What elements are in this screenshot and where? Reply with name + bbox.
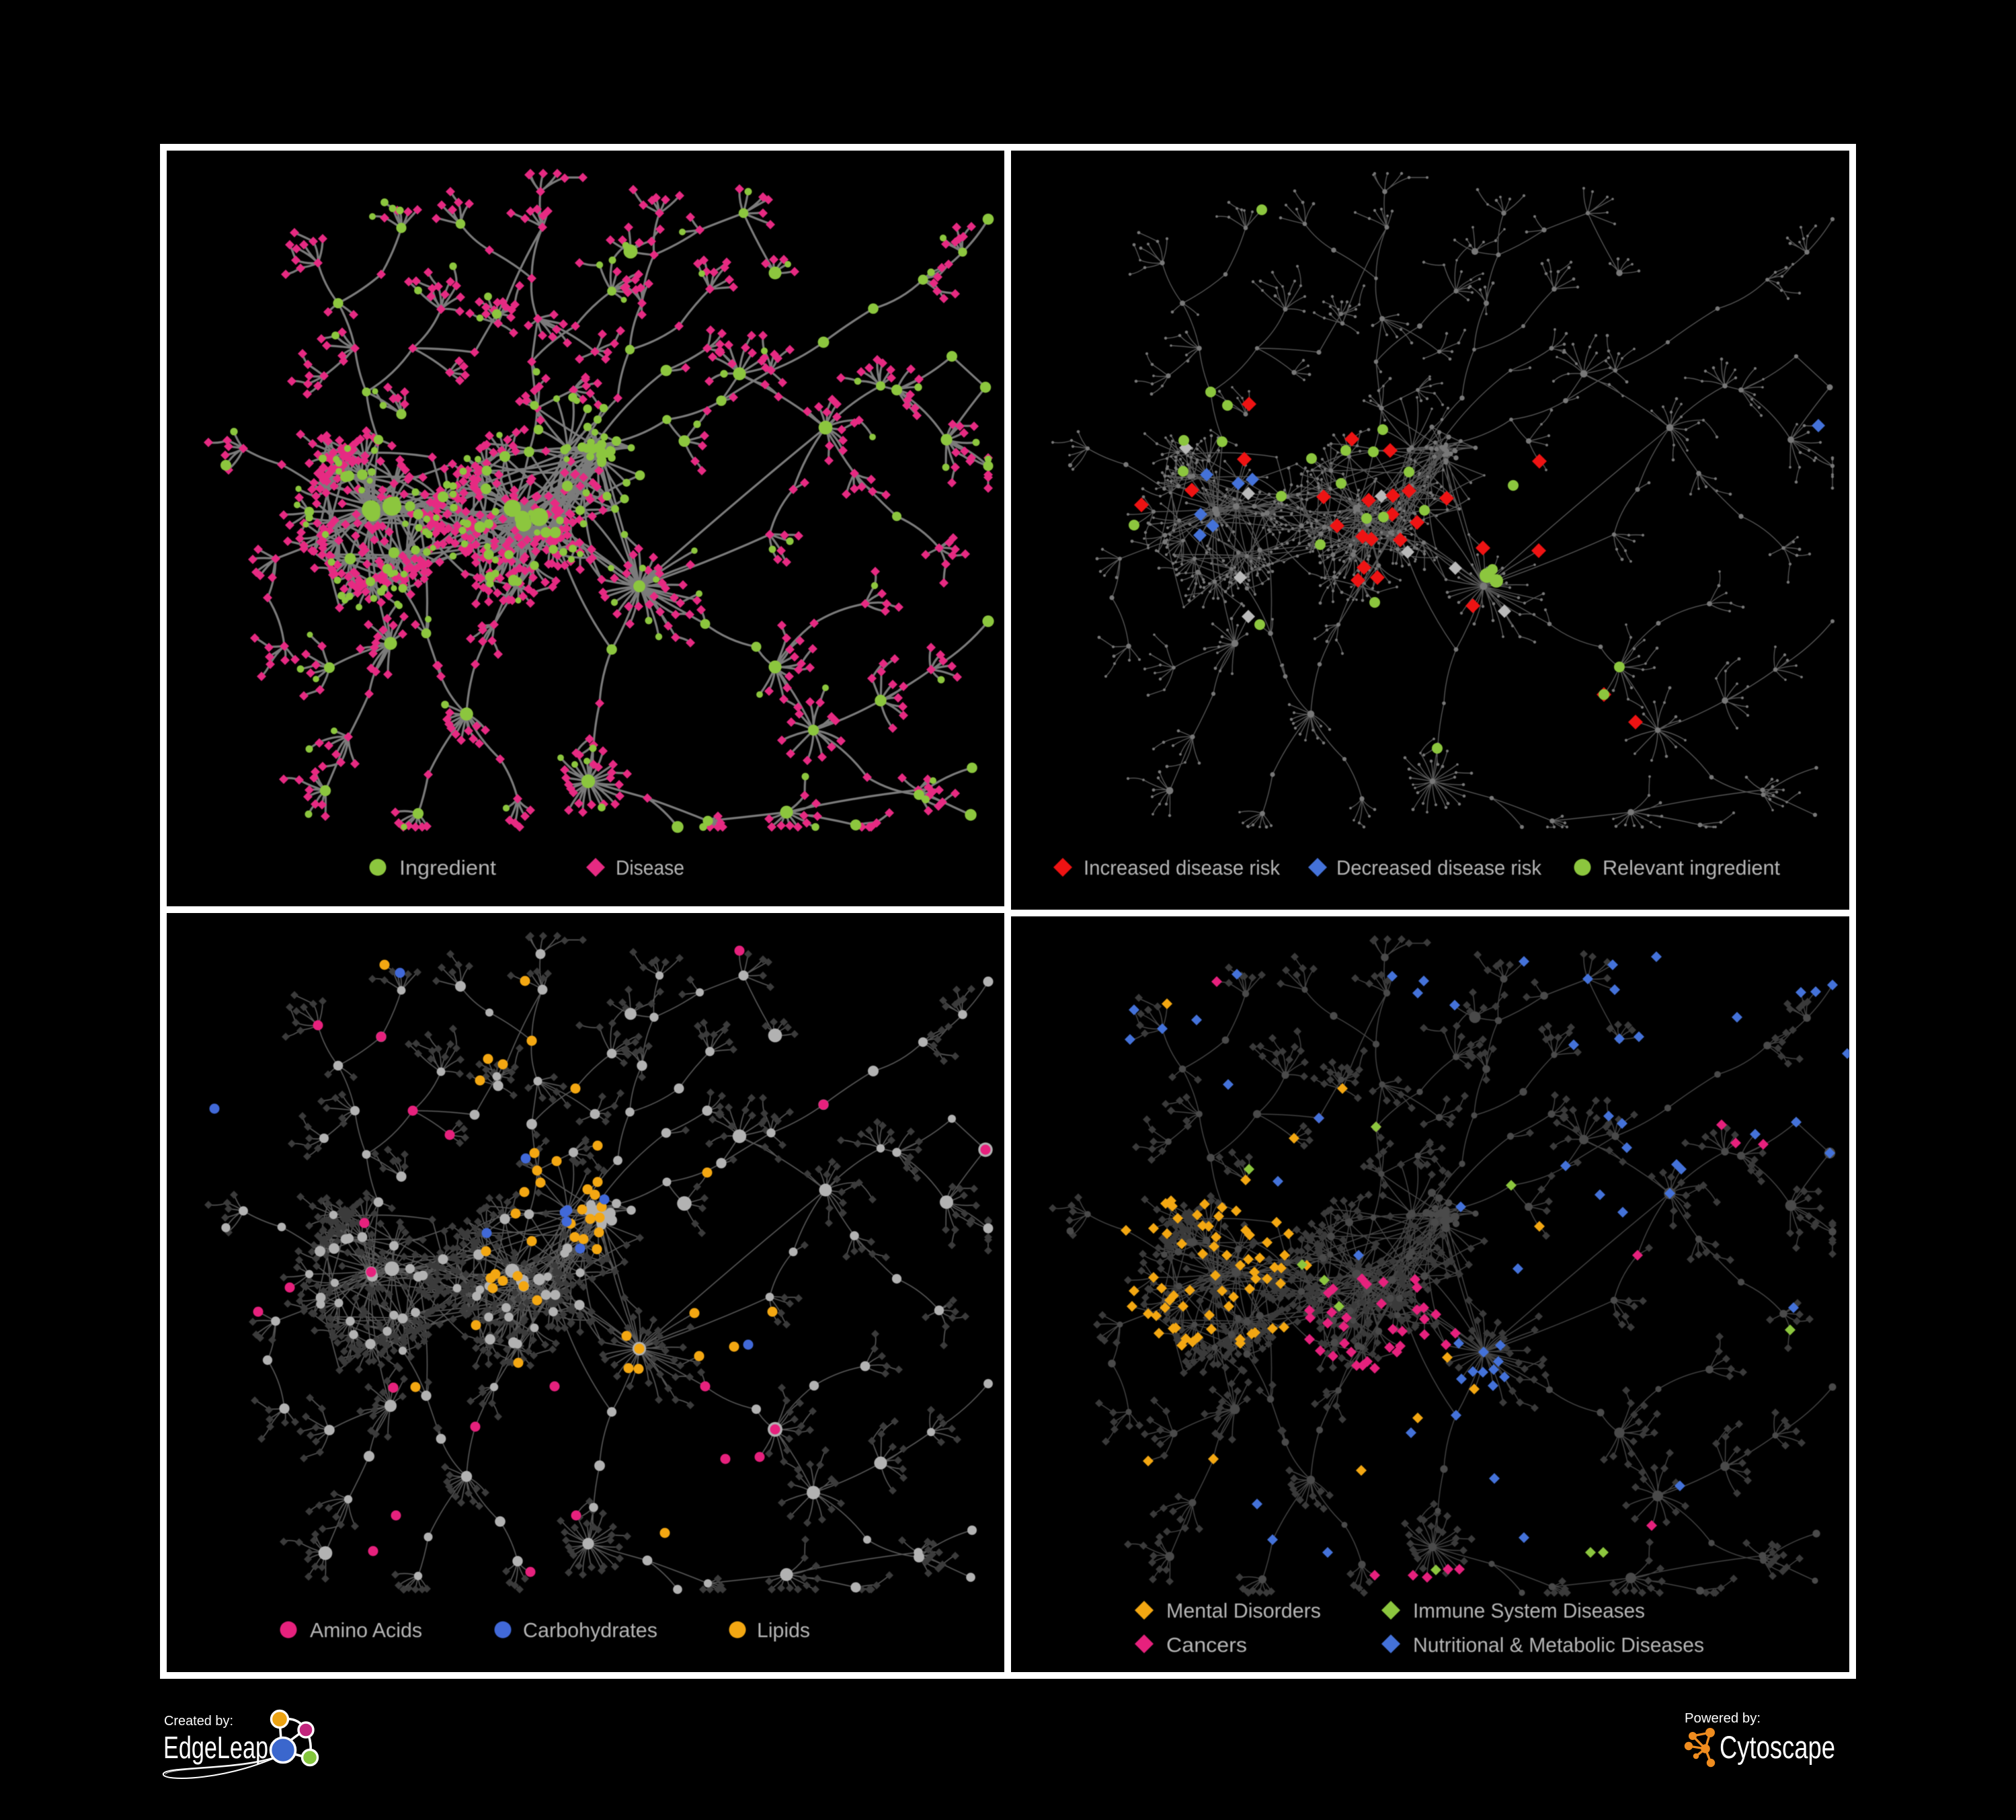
svg-text:Mental Disorders: Mental Disorders: [1166, 1599, 1321, 1622]
svg-text:Powered by:: Powered by:: [1685, 1711, 1761, 1726]
svg-text:Immune System Diseases: Immune System Diseases: [1413, 1599, 1645, 1622]
svg-text:Increased disease risk: Increased disease risk: [1084, 856, 1280, 879]
svg-text:Ingredient: Ingredient: [399, 856, 496, 879]
svg-text:Created by:: Created by:: [164, 1714, 233, 1729]
svg-text:Nutritional & Metabolic Diseas: Nutritional & Metabolic Diseases: [1413, 1633, 1704, 1657]
svg-text:EdgeLeap: EdgeLeap: [163, 1730, 268, 1765]
svg-text:Decreased disease risk: Decreased disease risk: [1336, 856, 1541, 879]
svg-text:Amino Acids: Amino Acids: [310, 1618, 422, 1642]
svg-text:Disease: Disease: [616, 856, 684, 879]
svg-text:Lipids: Lipids: [757, 1618, 810, 1642]
svg-text:Relevant ingredient: Relevant ingredient: [1603, 856, 1780, 879]
svg-text:Cancers: Cancers: [1166, 1633, 1247, 1657]
svg-text:Cytoscape: Cytoscape: [1720, 1729, 1835, 1765]
svg-text:Carbohydrates: Carbohydrates: [523, 1618, 657, 1642]
